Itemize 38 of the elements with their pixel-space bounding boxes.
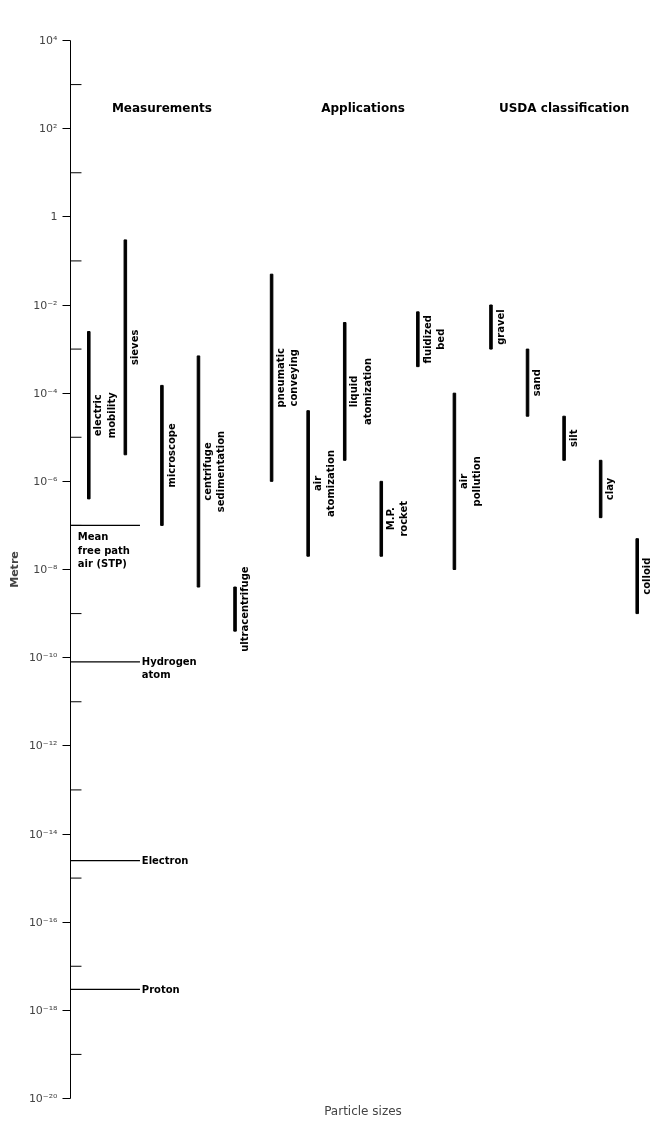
y-tick-label: 10⁻⁶ <box>33 474 59 488</box>
ref-line-label: Mean free path air (STP) <box>77 531 130 569</box>
y-tick-label: 10⁻⁸ <box>33 563 59 576</box>
ref-line-label: Hydrogen atom <box>141 655 197 681</box>
x-tick-label: electric mobility <box>92 391 117 439</box>
annotation: Measurements <box>111 100 212 115</box>
y-tick-label: 10⁻¹⁰ <box>28 651 59 665</box>
x-tick-label: M.P. rocket <box>384 500 410 537</box>
y-tick-label: 10⁻¹² <box>28 739 58 753</box>
y-tick-label: 10⁻² <box>33 298 58 312</box>
y-tick-label: 1 <box>50 210 58 224</box>
x-tick-label: microscope <box>165 423 177 488</box>
x-tick-label: clay <box>604 477 616 501</box>
x-tick-label: colloid <box>640 557 652 595</box>
x-tick-label: air pollution <box>458 456 483 507</box>
x-tick-label: gravel <box>494 309 506 345</box>
x-tick-label: sand <box>531 369 543 397</box>
x-tick-label: centrifuge sedimentation <box>202 430 227 513</box>
y-tick-label: 10⁻¹⁸ <box>28 1003 59 1017</box>
y-tick-label: 10⁻²⁰ <box>28 1092 59 1105</box>
y-tick-label: 10⁻¹⁶ <box>28 915 59 929</box>
y-tick-label: 10⁴ <box>39 34 59 47</box>
y-tick-label: 10² <box>39 122 58 136</box>
x-tick-label: fluidized bed <box>421 315 446 364</box>
x-tick-label: pneumatic conveying <box>275 347 300 408</box>
x-tick-label: silt <box>567 429 579 448</box>
y-tick-label: 10⁻⁴ <box>33 386 59 400</box>
x-axis-title: Particle sizes <box>324 1103 402 1118</box>
y-tick-label: 10⁻¹⁴ <box>28 827 59 841</box>
y-axis-title: Metre <box>7 551 21 588</box>
x-tick-label: air atomization <box>311 449 337 517</box>
ref-line-label: Electron <box>141 855 189 867</box>
ref-line-label: Proton <box>141 983 180 995</box>
x-tick-label: ultracentrifuge <box>238 566 250 652</box>
annotation: Applications <box>321 100 405 115</box>
annotation: USDA classification <box>498 100 630 115</box>
x-tick-label: sieves <box>129 329 140 366</box>
x-tick-label: liquid atomization <box>348 357 373 425</box>
